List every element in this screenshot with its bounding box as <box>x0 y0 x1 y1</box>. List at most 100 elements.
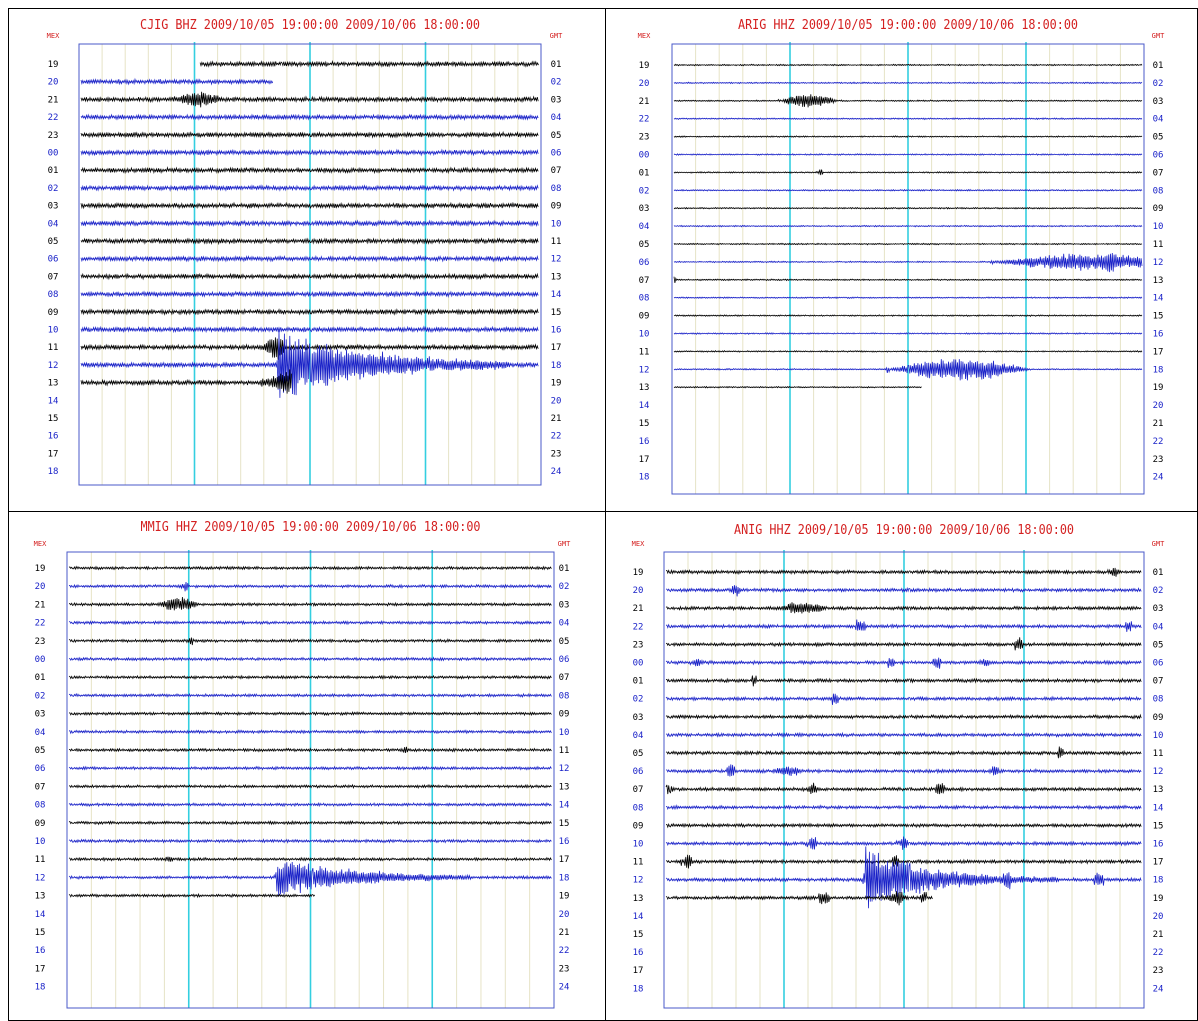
gmt-hour-label: 17 <box>551 343 562 353</box>
gmt-hour-label: 10 <box>1153 222 1164 232</box>
gmt-hour-label: 16 <box>1153 840 1164 850</box>
gmt-hour-label: 09 <box>1153 713 1164 723</box>
hour-trace <box>665 836 1142 850</box>
mex-hour-label: 01 <box>633 677 644 687</box>
mex-hour-label: 09 <box>633 821 644 831</box>
gmt-hour-label: 12 <box>551 255 562 265</box>
hour-trace <box>68 565 552 571</box>
gmt-hour-label: 08 <box>551 184 562 194</box>
gmt-hour-label: 03 <box>1153 97 1164 107</box>
gmt-hour-label: 11 <box>551 237 562 247</box>
mex-hour-label: 04 <box>639 222 650 232</box>
mex-hour-label: 14 <box>633 912 644 922</box>
plot-frame <box>66 551 555 1009</box>
hour-trace <box>80 148 539 157</box>
mex-hour-label: 18 <box>35 983 46 993</box>
gmt-hour-label: 24 <box>559 983 570 993</box>
gmt-hour-label: 09 <box>551 202 562 212</box>
mex-hour-label: 12 <box>633 876 644 886</box>
mex-hour-label: 20 <box>639 79 650 89</box>
gmt-hour-label: 07 <box>559 673 570 683</box>
mex-hour-label: 03 <box>35 710 46 720</box>
gmt-hour-label: 16 <box>551 326 562 336</box>
hour-trace <box>665 764 1142 777</box>
seismogram-chart-cjig: CJIG BHZ 2009/10/05 19:00:00 2009/10/06 … <box>47 18 563 486</box>
mex-hour-label: 11 <box>35 855 46 865</box>
hour-trace <box>68 861 552 897</box>
mex-hour-label: 21 <box>48 95 59 105</box>
hour-trace <box>69 710 552 717</box>
mex-hour-label: 08 <box>35 801 46 811</box>
hour-trace <box>665 713 1142 720</box>
mex-hour-label: 06 <box>48 255 59 265</box>
hour-trace <box>199 59 539 68</box>
hour-trace <box>665 846 1142 909</box>
gmt-hour-label: 17 <box>1153 858 1164 868</box>
left-axis-title: MEX <box>632 540 645 548</box>
mex-hour-label: 01 <box>639 168 650 178</box>
gmt-hour-label: 05 <box>1153 640 1164 650</box>
mex-hour-label: 17 <box>633 966 644 976</box>
mex-hour-label: 02 <box>48 184 59 194</box>
gmt-hour-label: 13 <box>551 272 562 282</box>
gmt-hour-label: 20 <box>1153 912 1164 922</box>
mex-hour-label: 20 <box>35 582 46 592</box>
right-axis-title: GMT <box>558 540 571 548</box>
gmt-hour-label: 14 <box>551 290 562 300</box>
mex-hour-label: 07 <box>48 272 59 282</box>
outer-border-left <box>8 8 9 1021</box>
hour-trace <box>68 637 552 646</box>
mex-hour-label: 20 <box>48 78 59 88</box>
mex-hour-label: 17 <box>48 449 59 459</box>
gmt-hour-label: 22 <box>559 946 570 956</box>
mex-hour-label: 03 <box>633 713 644 723</box>
mex-hour-label: 23 <box>639 133 650 143</box>
hour-trace <box>68 783 552 790</box>
hour-trace <box>673 81 1143 85</box>
hour-trace <box>80 308 539 316</box>
gmt-hour-label: 07 <box>1153 677 1164 687</box>
gmt-hour-label: 22 <box>1153 437 1164 447</box>
gmt-hour-label: 02 <box>1153 586 1164 596</box>
hour-trace <box>673 206 1143 210</box>
gmt-hour-label: 19 <box>1153 383 1164 393</box>
hour-trace <box>80 290 539 298</box>
right-axis-title: GMT <box>1152 540 1165 548</box>
gmt-hour-label: 02 <box>559 582 570 592</box>
hour-trace <box>666 619 1142 632</box>
hour-trace <box>68 820 552 826</box>
hour-trace <box>80 77 274 86</box>
left-axis-title: MEX <box>34 540 47 548</box>
hour-trace <box>80 166 539 175</box>
hour-trace <box>673 252 1143 273</box>
gmt-hour-label: 23 <box>559 964 570 974</box>
mex-hour-label: 00 <box>633 659 644 669</box>
hour-trace <box>665 602 1142 614</box>
hour-trace <box>665 731 1142 739</box>
gmt-hour-label: 04 <box>1153 115 1164 125</box>
gmt-hour-label: 15 <box>559 819 570 829</box>
chart-title: MMIG HHZ 2009/10/05 19:00:00 2009/10/06 … <box>141 520 481 535</box>
mex-hour-label: 18 <box>639 473 650 483</box>
gmt-hour-label: 03 <box>1153 604 1164 614</box>
hour-trace <box>68 581 552 592</box>
hour-trace <box>80 237 539 246</box>
gmt-hour-label: 12 <box>1153 258 1164 268</box>
gmt-hour-label: 24 <box>1153 473 1164 483</box>
hour-trace <box>80 201 539 210</box>
hour-trace <box>68 802 552 808</box>
gmt-hour-label: 12 <box>1153 767 1164 777</box>
gmt-hour-label: 06 <box>551 149 562 159</box>
hour-trace <box>68 692 552 699</box>
gmt-hour-label: 10 <box>1153 731 1164 741</box>
panel-anig: ANIG HHZ 2009/10/05 19:00:00 2009/10/06 … <box>606 512 1197 1020</box>
gmt-hour-label: 23 <box>1153 966 1164 976</box>
gmt-hour-label: 18 <box>559 873 570 883</box>
left-axis-title: MEX <box>638 32 651 40</box>
hour-trace <box>665 891 933 906</box>
mex-hour-label: 11 <box>48 343 59 353</box>
gmt-hour-label: 13 <box>1153 785 1164 795</box>
outer-border-top <box>8 8 1198 9</box>
mex-hour-label: 19 <box>639 61 650 71</box>
hour-trace <box>69 729 552 735</box>
